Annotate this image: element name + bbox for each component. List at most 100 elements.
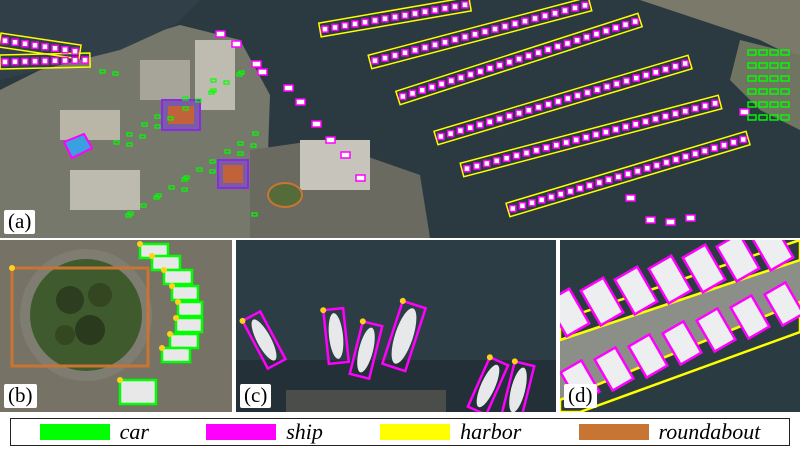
ship-box xyxy=(681,59,689,68)
ship-box xyxy=(11,57,19,66)
car-box xyxy=(758,88,768,95)
ship-box xyxy=(544,100,553,109)
legend-item-ship: ship xyxy=(206,420,323,444)
ship-box xyxy=(532,146,541,155)
car-box xyxy=(780,75,790,82)
harbor-pier xyxy=(394,12,644,106)
ship-box xyxy=(466,124,474,132)
ship-box xyxy=(715,240,761,284)
car-annotations xyxy=(99,49,790,218)
ship-box xyxy=(547,193,555,201)
panel-a-label: (a) xyxy=(4,210,36,234)
ship-box xyxy=(551,9,559,17)
ship-box xyxy=(495,61,504,69)
ship-box xyxy=(321,25,329,33)
harbor-closeup xyxy=(560,240,800,412)
panel-c-ships-image: (c) xyxy=(236,240,556,412)
ship-box xyxy=(61,46,69,54)
ship-box xyxy=(476,121,484,129)
harbor-annotations xyxy=(0,0,751,218)
ship-box xyxy=(720,141,728,149)
ship-box xyxy=(437,132,445,141)
ship-box xyxy=(631,17,639,26)
car-box xyxy=(209,169,216,174)
ship-box xyxy=(371,16,379,25)
ship-box xyxy=(564,94,572,103)
ship-box xyxy=(661,112,670,121)
ship-box xyxy=(633,167,642,175)
car-box xyxy=(181,177,188,182)
ship-box xyxy=(762,280,800,328)
ship-box xyxy=(428,83,436,91)
ship-box xyxy=(711,99,719,108)
ship-box xyxy=(492,157,501,165)
ship-box xyxy=(515,109,523,117)
ship-box xyxy=(671,110,680,118)
car-box xyxy=(747,62,757,69)
car-box xyxy=(747,114,757,121)
ship-box xyxy=(481,27,489,36)
ship-box xyxy=(614,173,623,181)
ship-box xyxy=(645,216,656,224)
ship-box xyxy=(418,86,426,94)
legend-label-car: car xyxy=(119,419,149,444)
ship-box xyxy=(672,155,680,164)
ship-box xyxy=(534,103,543,112)
car-box xyxy=(154,124,161,129)
ship-box xyxy=(592,345,636,393)
ship-box xyxy=(11,38,19,46)
ship-box xyxy=(524,52,533,60)
ship-box xyxy=(495,115,504,123)
ship-box xyxy=(592,130,600,139)
legend-item-car: car xyxy=(39,419,149,444)
ship-box xyxy=(51,44,59,52)
ship-box xyxy=(391,51,399,60)
ship-box xyxy=(681,152,690,161)
ship-box xyxy=(401,49,409,57)
ship-box xyxy=(31,57,39,65)
ship-box xyxy=(401,11,409,20)
legend-swatch-roundabout xyxy=(578,424,649,440)
car-box xyxy=(141,122,148,127)
ship-box xyxy=(509,204,517,213)
ship-box xyxy=(295,98,306,106)
car-box xyxy=(210,78,217,83)
ship-annotations xyxy=(1,1,750,226)
ship-box xyxy=(1,37,9,45)
ship-box xyxy=(641,117,650,126)
ship-box xyxy=(585,181,594,190)
ship-box xyxy=(573,36,581,45)
ship-box xyxy=(441,4,449,13)
ship-box xyxy=(340,151,351,159)
ship-box xyxy=(437,80,446,88)
car-box xyxy=(251,212,258,217)
car-box xyxy=(182,96,189,101)
car-box xyxy=(126,132,133,137)
ship-box xyxy=(653,161,661,170)
ship-box xyxy=(554,97,562,106)
ship-box xyxy=(41,43,49,51)
ship-box xyxy=(582,133,590,142)
ship-box xyxy=(521,17,529,25)
car-box xyxy=(113,140,120,145)
car-box xyxy=(112,71,119,76)
ship-box xyxy=(544,45,552,54)
ship-box xyxy=(41,57,49,65)
ship-box xyxy=(446,129,455,138)
ship-box xyxy=(612,24,620,32)
ship-box xyxy=(283,84,294,92)
ship-box xyxy=(231,40,242,48)
ship-box xyxy=(710,144,719,152)
ship-box xyxy=(671,62,680,71)
ship-box xyxy=(622,77,631,85)
legend-item-harbor: harbor xyxy=(380,420,521,444)
car-box xyxy=(99,69,106,74)
ship-box xyxy=(1,58,9,66)
ship-box xyxy=(251,60,262,68)
car-box xyxy=(182,106,189,111)
ship-box xyxy=(81,56,89,64)
harbor-pier xyxy=(459,94,723,178)
ship-box xyxy=(71,47,79,55)
ship-box xyxy=(381,54,389,62)
ship-box xyxy=(605,176,613,184)
